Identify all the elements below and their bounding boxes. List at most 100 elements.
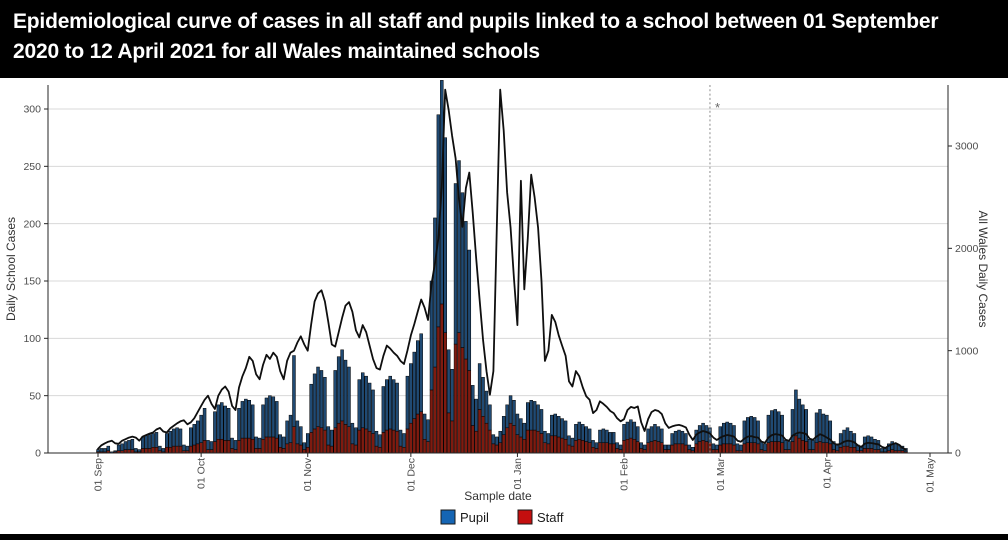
pupil-bar xyxy=(821,413,826,443)
pupil-bar xyxy=(591,440,595,448)
staff-bar xyxy=(354,444,358,454)
pupil-bar xyxy=(587,428,592,443)
staff-bar xyxy=(240,437,245,454)
staff-bar xyxy=(622,440,626,454)
staff-bar xyxy=(488,429,492,454)
staff-bar xyxy=(343,424,348,454)
staff-bar xyxy=(704,441,709,454)
pupil-bar xyxy=(842,429,846,447)
staff-bar xyxy=(271,436,276,454)
pupil-bar xyxy=(560,418,564,439)
staff-bar xyxy=(209,449,214,454)
pupil-bar xyxy=(880,448,884,453)
pupil-bar xyxy=(746,417,750,443)
x-tick-label: 01 Dec xyxy=(405,458,417,491)
pupil-bar xyxy=(412,351,417,419)
staff-bar xyxy=(515,434,520,454)
pupil-bar xyxy=(209,441,214,450)
pupil-bar xyxy=(825,414,829,443)
staff-bar xyxy=(498,442,502,454)
pupil-bar xyxy=(457,160,461,333)
pupil-bar xyxy=(464,221,468,360)
pupil-bar xyxy=(220,402,224,440)
pupil-bar xyxy=(680,430,685,445)
pupil-bar xyxy=(673,430,678,445)
staff-bar xyxy=(560,437,564,454)
pupil-bar xyxy=(271,396,276,438)
pupil-bar xyxy=(405,375,410,430)
staff-bar xyxy=(302,449,307,454)
staff-bar xyxy=(316,426,320,454)
pupil-bar xyxy=(625,421,630,440)
staff-bar xyxy=(732,444,736,454)
pupil-bar xyxy=(818,409,822,442)
staff-bar xyxy=(611,443,616,454)
pupil-bar xyxy=(96,449,100,453)
pupil-legend-swatch xyxy=(440,509,456,525)
staff-bar xyxy=(436,326,441,454)
staff-bar xyxy=(832,449,836,454)
pupil-bar xyxy=(254,436,258,449)
pupil-bar xyxy=(735,443,740,451)
staff-bar xyxy=(646,442,650,454)
staff-bar xyxy=(718,444,723,454)
staff-bar xyxy=(419,411,423,454)
x-tick-label: 01 Oct xyxy=(196,458,208,489)
pupil-bar xyxy=(233,440,238,450)
pupil-bar xyxy=(543,430,547,443)
pupil-bar xyxy=(770,410,774,442)
pupil-bar xyxy=(618,444,623,450)
staff-bar xyxy=(546,443,551,454)
staff-bar xyxy=(261,438,265,454)
pupil-bar xyxy=(185,445,190,451)
pupil-bar xyxy=(106,445,111,451)
pupil-bar xyxy=(581,424,585,441)
pupil-bar xyxy=(275,401,279,439)
staff-bar xyxy=(680,443,685,454)
pupil-bar xyxy=(849,430,853,448)
pupil-bar xyxy=(288,414,293,443)
staff-bar xyxy=(195,443,200,454)
pupil-bar xyxy=(388,375,392,430)
pupil-bar xyxy=(343,359,348,425)
staff-bar xyxy=(670,444,674,454)
pupil-bar xyxy=(656,426,661,442)
staff-bar xyxy=(594,448,599,454)
staff-bar xyxy=(811,449,815,454)
pupil-bar xyxy=(147,434,152,449)
pupil-bar xyxy=(776,411,781,442)
staff-bar xyxy=(491,443,496,454)
pupil-bar xyxy=(512,400,516,426)
pupil-bar xyxy=(264,397,269,438)
staff-bar xyxy=(405,428,410,454)
staff-bar xyxy=(543,442,547,454)
pupil-bar xyxy=(402,433,406,448)
pupil-bar xyxy=(223,405,227,441)
pupil-bar xyxy=(299,426,303,446)
staff-bar xyxy=(556,436,561,454)
pupil-bar xyxy=(567,435,571,446)
staff-bar xyxy=(250,438,255,454)
pupil-bar xyxy=(828,420,833,445)
pupil-bar xyxy=(756,420,760,445)
pupil-bar xyxy=(336,356,341,424)
staff-bar xyxy=(721,443,726,454)
right-tick-label: 2000 xyxy=(955,243,979,255)
staff-bar xyxy=(818,441,822,454)
pupil-bar xyxy=(642,444,647,450)
pupil-bar xyxy=(484,390,489,424)
pupil-bar xyxy=(584,426,588,442)
staff-bar xyxy=(202,440,207,454)
staff-bar xyxy=(849,447,853,454)
staff-bar xyxy=(278,447,282,454)
staff-bar xyxy=(581,440,585,454)
staff-bar xyxy=(223,440,227,454)
pupil-bar xyxy=(453,183,458,345)
staff-bar xyxy=(776,441,781,454)
pupil-bar xyxy=(508,395,513,424)
staff-bar xyxy=(862,448,867,454)
staff-bar xyxy=(797,437,802,454)
staff-bar xyxy=(608,443,612,454)
staff-bar xyxy=(715,449,719,454)
pupil-bar xyxy=(244,398,248,439)
